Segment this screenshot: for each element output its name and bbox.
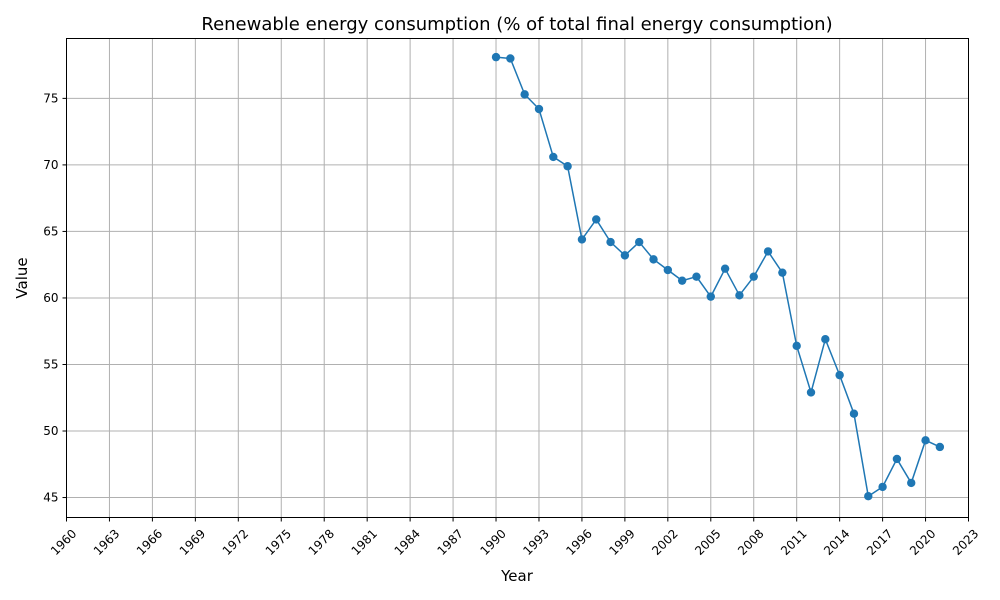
y-tick-label: 50 — [43, 424, 58, 438]
data-point — [935, 442, 945, 452]
x-tick-label: 2005 — [692, 527, 723, 558]
data-point — [649, 255, 658, 264]
data-point — [692, 272, 701, 281]
data-point — [663, 265, 673, 275]
y-axis: 45 50 55 60 65 70 75 — [43, 91, 67, 505]
x-tick-label: 2008 — [735, 527, 766, 558]
data-point — [677, 276, 687, 285]
x-tick-label: 1960 — [48, 527, 79, 558]
x-tick-label: 1969 — [177, 527, 208, 558]
data-point — [835, 370, 844, 380]
x-tick-label: 1978 — [306, 527, 337, 558]
y-tick-label: 65 — [43, 224, 58, 238]
grid — [66, 38, 969, 518]
data-point — [821, 335, 830, 344]
data-point — [506, 54, 515, 63]
x-tick-label: 1987 — [434, 527, 465, 558]
data-point — [606, 237, 615, 247]
data-point — [491, 52, 501, 62]
data-point — [763, 247, 773, 256]
data-point — [864, 492, 873, 501]
x-tick-label: 1999 — [606, 527, 637, 558]
x-tick-label: 2011 — [778, 527, 809, 558]
y-tick-label: 60 — [43, 291, 58, 305]
data-point — [577, 235, 587, 244]
data-point — [907, 478, 916, 488]
x-tick-label: 1972 — [220, 527, 251, 558]
data-point — [849, 409, 859, 418]
data-point — [806, 388, 816, 397]
data-point — [720, 264, 730, 273]
x-tick-label: 1966 — [134, 527, 165, 558]
series-line — [491, 52, 945, 501]
y-tick-label: 75 — [43, 91, 58, 105]
data-point — [592, 215, 601, 224]
data-point — [706, 292, 715, 301]
y-axis-label: Value — [13, 257, 31, 298]
x-tick-label: 2017 — [864, 527, 895, 558]
x-tick-label: 1993 — [520, 527, 551, 558]
series-path — [495, 56, 941, 498]
plot-frame — [66, 38, 969, 518]
data-point — [778, 268, 787, 277]
data-point — [634, 237, 644, 247]
x-tick-label: 1996 — [563, 527, 594, 558]
data-point — [878, 482, 887, 492]
data-point — [792, 341, 801, 351]
data-point — [563, 162, 572, 171]
data-point — [735, 291, 744, 300]
x-tick-label: 1975 — [263, 527, 294, 558]
x-tick-label: 2014 — [821, 527, 852, 558]
x-axis-label: Year — [500, 567, 534, 585]
y-tick-label: 70 — [43, 158, 58, 172]
x-tick-label: 2020 — [907, 527, 938, 558]
data-point — [520, 90, 529, 99]
data-point — [921, 436, 930, 445]
x-tick-label: 2002 — [649, 527, 680, 558]
x-axis: 1960 1963 1966 1969 1972 1975 1978 1981 1984 1987… — [48, 517, 981, 558]
x-tick-label: 2023 — [950, 527, 981, 558]
y-tick-label: 45 — [43, 491, 58, 505]
x-tick-label: 1963 — [91, 527, 122, 558]
data-point — [620, 251, 630, 260]
chart-title: Renewable energy consumption (% of total… — [201, 14, 832, 35]
x-tick-label: 1981 — [349, 527, 380, 558]
data-point — [892, 454, 902, 464]
data-point — [749, 272, 758, 281]
data-point — [549, 152, 558, 162]
x-tick-label: 1984 — [392, 527, 423, 558]
data-point — [534, 104, 544, 114]
x-tick-label: 1990 — [477, 527, 508, 558]
y-tick-label: 55 — [43, 357, 58, 371]
